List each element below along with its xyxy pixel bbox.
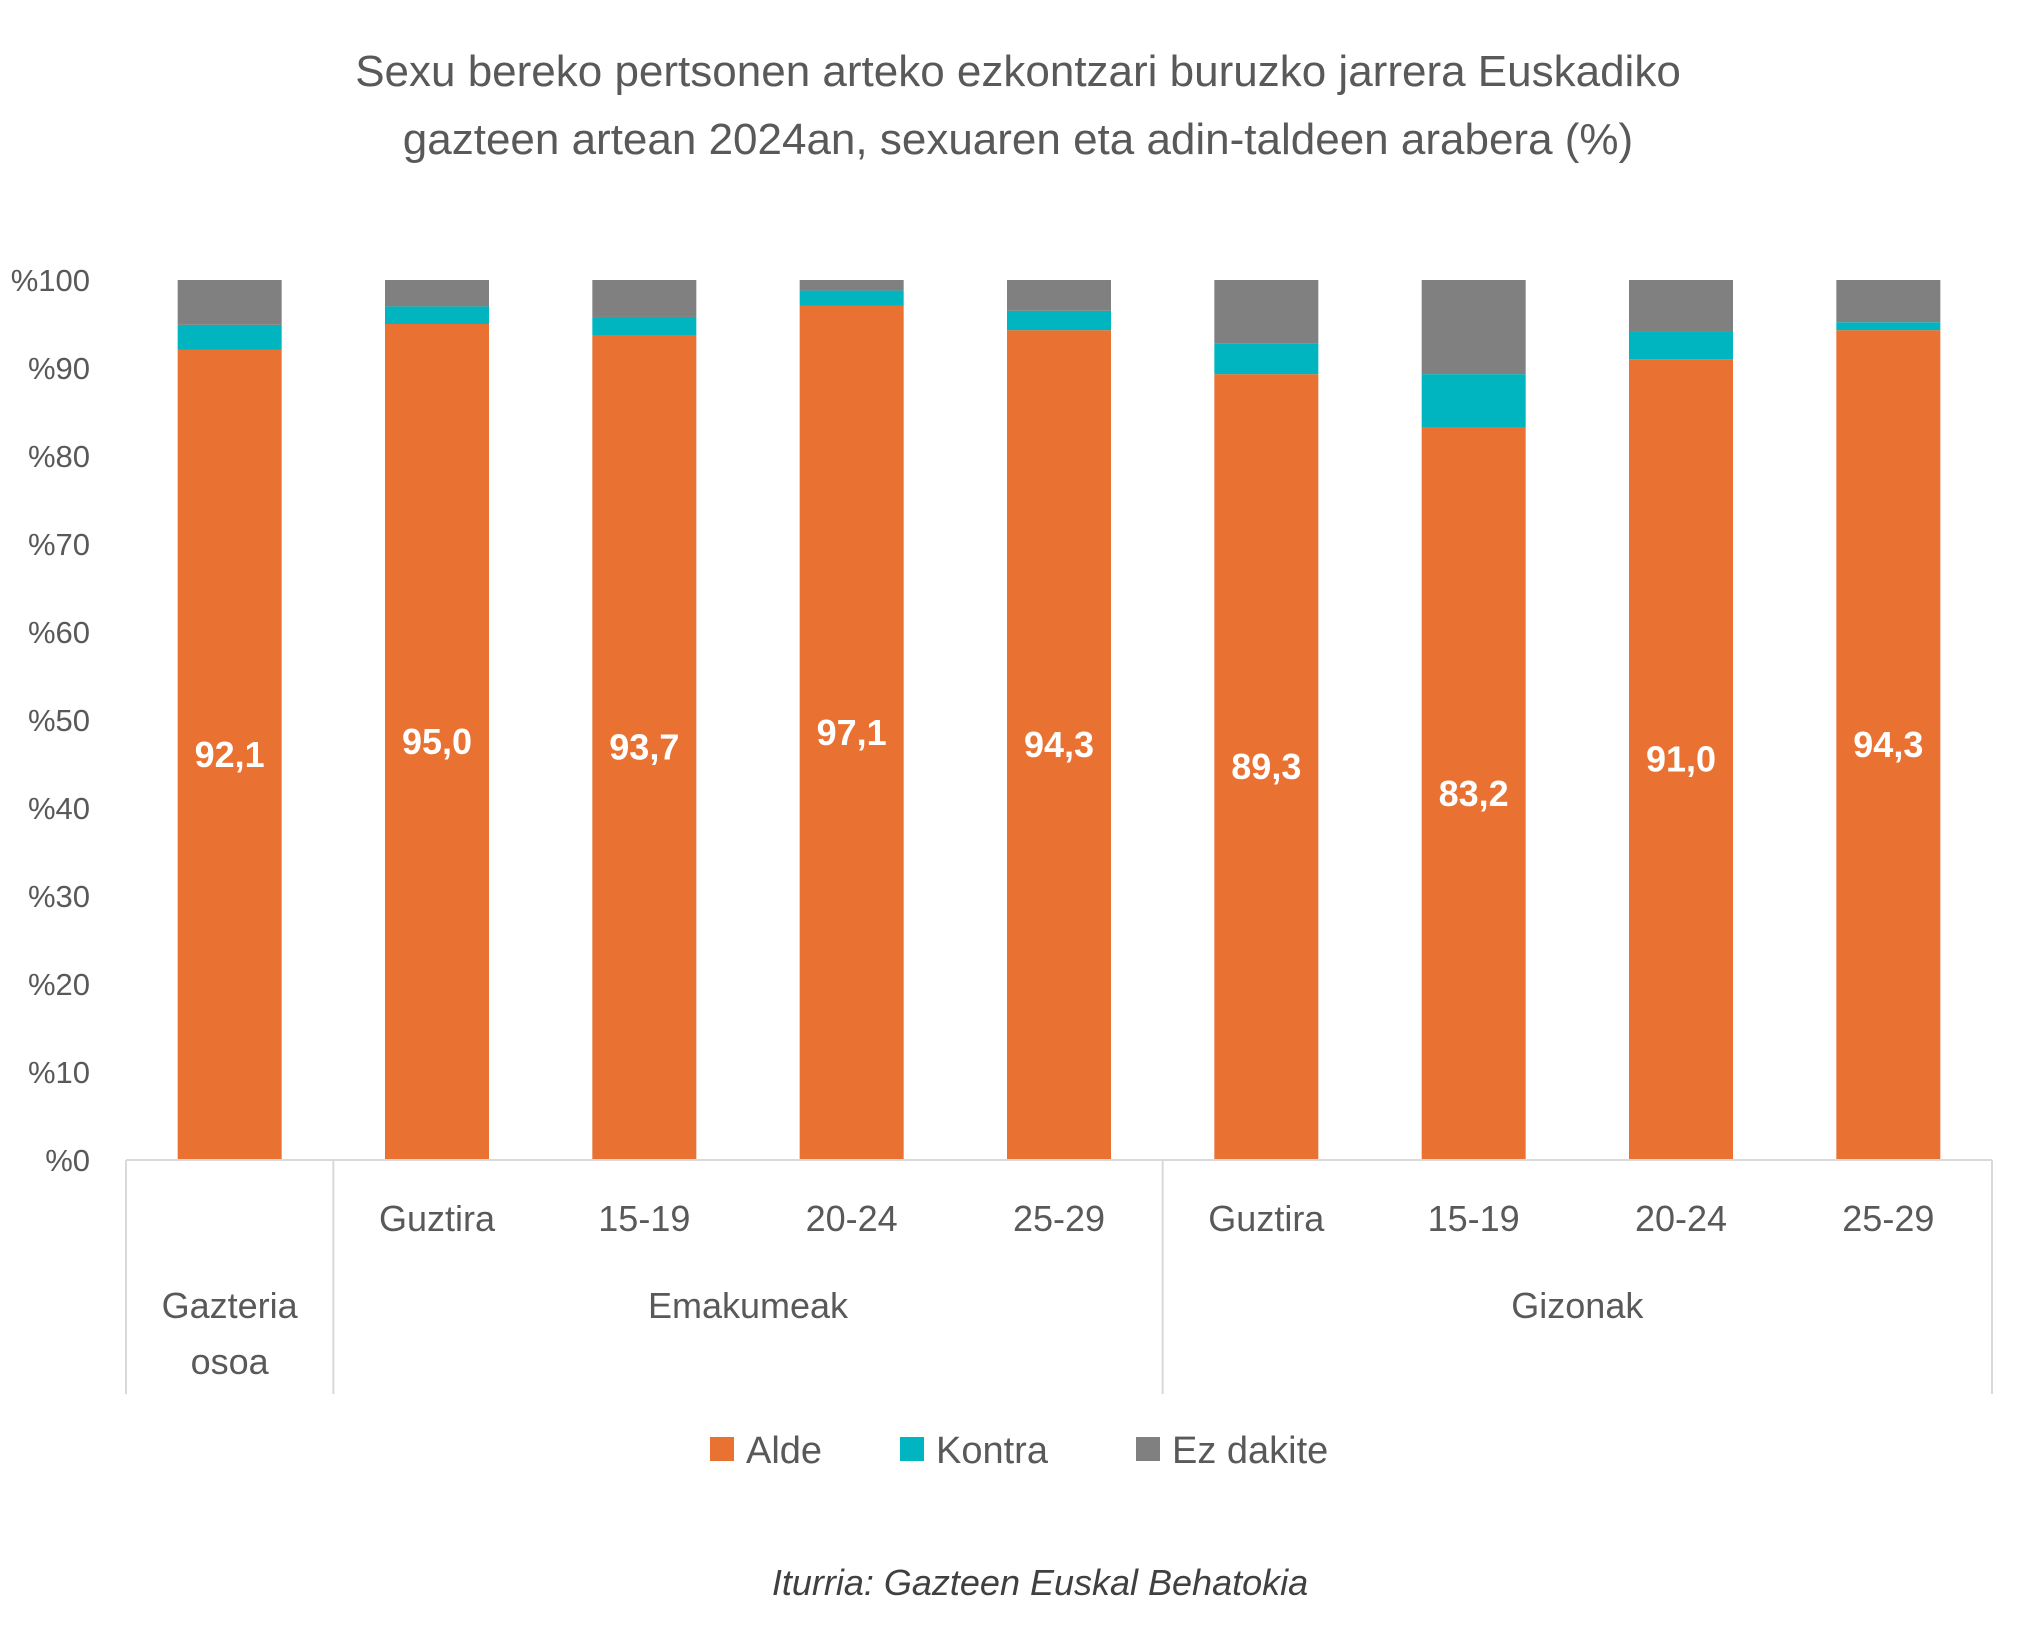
data-label: 97,1 [817, 712, 887, 753]
x-tick-label: Guztira [379, 1198, 496, 1239]
bar-segment-kontra [1836, 322, 1941, 331]
bar-segment-alde [385, 324, 489, 1160]
x-tick-label: Guztira [1208, 1198, 1325, 1239]
bar-segment-kontra [1214, 343, 1319, 375]
x-tick-label: 20-24 [1635, 1198, 1727, 1239]
bar-segment-ez-dakite [1007, 280, 1111, 311]
chart-title-line-2: gazteen artean 2024an, sexuaren eta adin… [403, 115, 1633, 164]
legend-label: Kontra [936, 1430, 1049, 1472]
bar-segment-alde [1629, 359, 1733, 1160]
bar-segment-ez-dakite [1214, 280, 1319, 344]
bar-segment-kontra [592, 316, 697, 336]
bar-segment-alde [1007, 330, 1111, 1160]
y-tick-label: %80 [28, 439, 90, 474]
bar-segment-alde [799, 305, 904, 1160]
bar-segment-ez-dakite [385, 280, 489, 307]
bar-segment-kontra [385, 306, 489, 324]
data-label: 94,3 [1853, 724, 1923, 765]
legend-swatch [900, 1437, 924, 1461]
x-tick-label: 20-24 [806, 1198, 898, 1239]
data-label: 93,7 [609, 727, 679, 768]
legend-label: Ez dakite [1172, 1430, 1328, 1472]
legend-swatch [1136, 1437, 1160, 1461]
bar-segment-kontra [177, 324, 282, 350]
bar-segment-kontra [1629, 331, 1733, 360]
y-tick-label: %90 [28, 351, 90, 386]
data-label: 95,0 [402, 721, 472, 762]
bar-segment-alde [1836, 330, 1941, 1160]
x-tick-label: 25-29 [1013, 1198, 1105, 1239]
y-tick-label: %10 [28, 1055, 90, 1090]
bar-segment-kontra [799, 290, 904, 306]
bar-segment-alde [1214, 374, 1319, 1160]
y-tick-label: %50 [28, 703, 90, 738]
legend-label: Alde [746, 1430, 822, 1472]
bar-segment-ez-dakite [799, 280, 904, 291]
data-label: 83,2 [1439, 773, 1509, 814]
y-tick-label: %20 [28, 967, 90, 1002]
data-label: 92,1 [195, 734, 265, 775]
x-tick-label: 15-19 [1428, 1198, 1520, 1239]
x-tick-label: 25-29 [1842, 1198, 1934, 1239]
data-label: 91,0 [1646, 739, 1716, 780]
y-tick-label: %40 [28, 791, 90, 826]
legend-swatch [710, 1437, 734, 1461]
data-label: 94,3 [1024, 724, 1094, 765]
y-tick-label: %70 [28, 527, 90, 562]
bar-segment-ez-dakite [592, 280, 697, 317]
bar-segment-kontra [1421, 374, 1526, 428]
group-label: osoa [191, 1341, 270, 1382]
group-label: Gizonak [1511, 1285, 1644, 1326]
x-tick-label: 15-19 [598, 1198, 690, 1239]
data-label: 89,3 [1231, 746, 1301, 787]
bar-segment-alde [1421, 427, 1526, 1161]
bar-segment-alde [177, 349, 282, 1160]
bar-segment-kontra [1007, 310, 1111, 331]
y-tick-label: %30 [28, 879, 90, 914]
chart-title-line-1: Sexu bereko pertsonen arteko ezkontzari … [355, 47, 1681, 96]
bar-segment-ez-dakite [177, 280, 282, 325]
y-tick-label: %60 [28, 615, 90, 650]
group-label: Emakumeak [648, 1285, 849, 1326]
bar-segment-ez-dakite [1629, 280, 1733, 332]
group-label: Gazteria [162, 1285, 299, 1326]
bar-segment-alde [592, 335, 697, 1160]
bar-segment-ez-dakite [1421, 280, 1526, 375]
y-tick-label: %100 [11, 263, 90, 298]
source-note: Iturria: Gazteen Euskal Behatokia [772, 1562, 1308, 1603]
y-tick-label: %0 [45, 1143, 90, 1178]
bar-segment-ez-dakite [1836, 280, 1941, 323]
